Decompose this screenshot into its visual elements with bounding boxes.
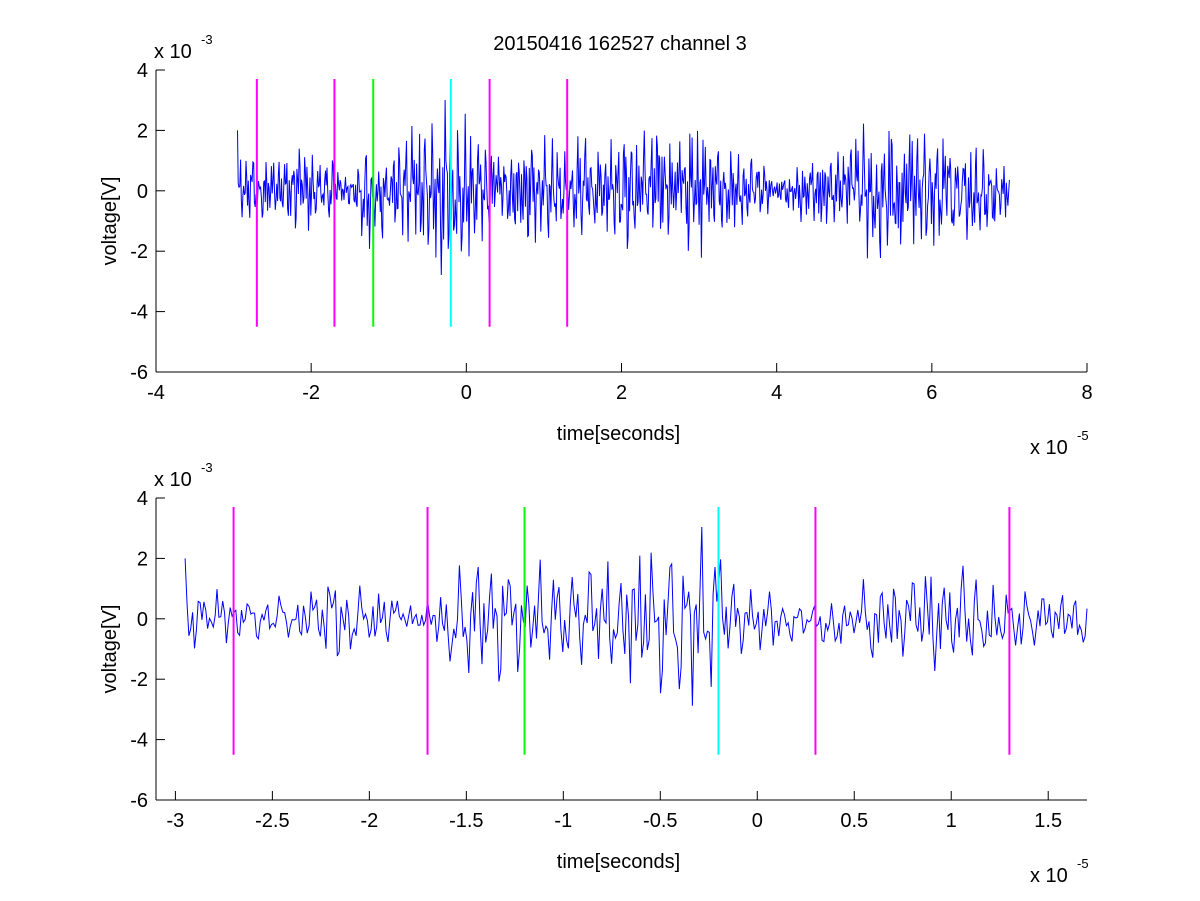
- y-tick-label: 0: [137, 609, 148, 631]
- x-tick-label: -1.5: [449, 810, 483, 832]
- x-tick-label: 0: [752, 810, 763, 832]
- x-tick-label: 1: [946, 810, 957, 832]
- x-tick-label: 4: [771, 382, 782, 404]
- chart-title: 20150416 162527 channel 3: [493, 33, 747, 55]
- x-multiplier: x 10 -5: [1030, 428, 1089, 459]
- x-tick-label: 8: [1081, 382, 1092, 404]
- y-multiplier-base: x 10: [154, 41, 192, 63]
- signal-line: [184, 526, 1088, 706]
- x-multiplier-exponent: -5: [1077, 856, 1089, 871]
- x-tick-label: -1: [554, 810, 572, 832]
- x-axis-label: time[seconds]: [557, 423, 680, 445]
- x-tick-label: 0.5: [840, 810, 868, 832]
- y-tick-label: -6: [130, 362, 148, 384]
- y-tick-label: 4: [137, 488, 148, 510]
- x-tick-label: -2: [360, 810, 378, 832]
- x-tick-label: -0.5: [643, 810, 677, 832]
- x-multiplier: x 10 -5: [1030, 856, 1089, 887]
- y-axis-label: voltage[V]: [99, 177, 121, 266]
- signal-line: [237, 99, 1010, 276]
- x-multiplier-base: x 10: [1030, 437, 1068, 459]
- subplot-1: -4 -2 0 2 4 6 8-6-4-2024time[seconds]voltage[V…: [99, 32, 1093, 459]
- x-tick-label: 2: [616, 382, 627, 404]
- y-tick-label: -6: [130, 790, 148, 812]
- y-tick-label: -2: [130, 669, 148, 691]
- x-tick-label: 1.5: [1034, 810, 1062, 832]
- x-tick-label: 6: [926, 382, 937, 404]
- y-multiplier-exponent: -3: [201, 32, 213, 47]
- y-axis-label: voltage[V]: [99, 605, 121, 694]
- x-tick-label: -3: [166, 810, 184, 832]
- y-tick-label: -4: [130, 730, 148, 752]
- x-tick-label: -2: [302, 382, 320, 404]
- y-multiplier-base: x 10: [154, 469, 192, 491]
- y-multiplier: x 10 -3: [154, 460, 213, 491]
- y-multiplier: x 10 -3: [154, 32, 213, 63]
- y-multiplier-exponent: -3: [201, 460, 213, 475]
- x-multiplier-exponent: -5: [1077, 428, 1089, 443]
- subplot-2: -3 -2.5 -2 -1.5 -1 -0.5 0 0.5 1 1.5 -6 -4 -2 0 2 4 time[…: [99, 460, 1089, 887]
- x-tick-label: 0: [461, 382, 472, 404]
- y-tick-label: -4: [130, 302, 148, 324]
- y-tick-label: 0: [137, 181, 148, 203]
- y-tick-label: 2: [137, 548, 148, 570]
- y-tick-label: -2: [130, 241, 148, 263]
- y-tick-label: 4: [137, 60, 148, 82]
- x-tick-label: -2.5: [255, 810, 289, 832]
- x-multiplier-base: x 10: [1030, 865, 1068, 887]
- y-tick-label: 2: [137, 120, 148, 142]
- x-tick-label: -4: [147, 382, 165, 404]
- x-axis-label: time[seconds]: [557, 851, 680, 873]
